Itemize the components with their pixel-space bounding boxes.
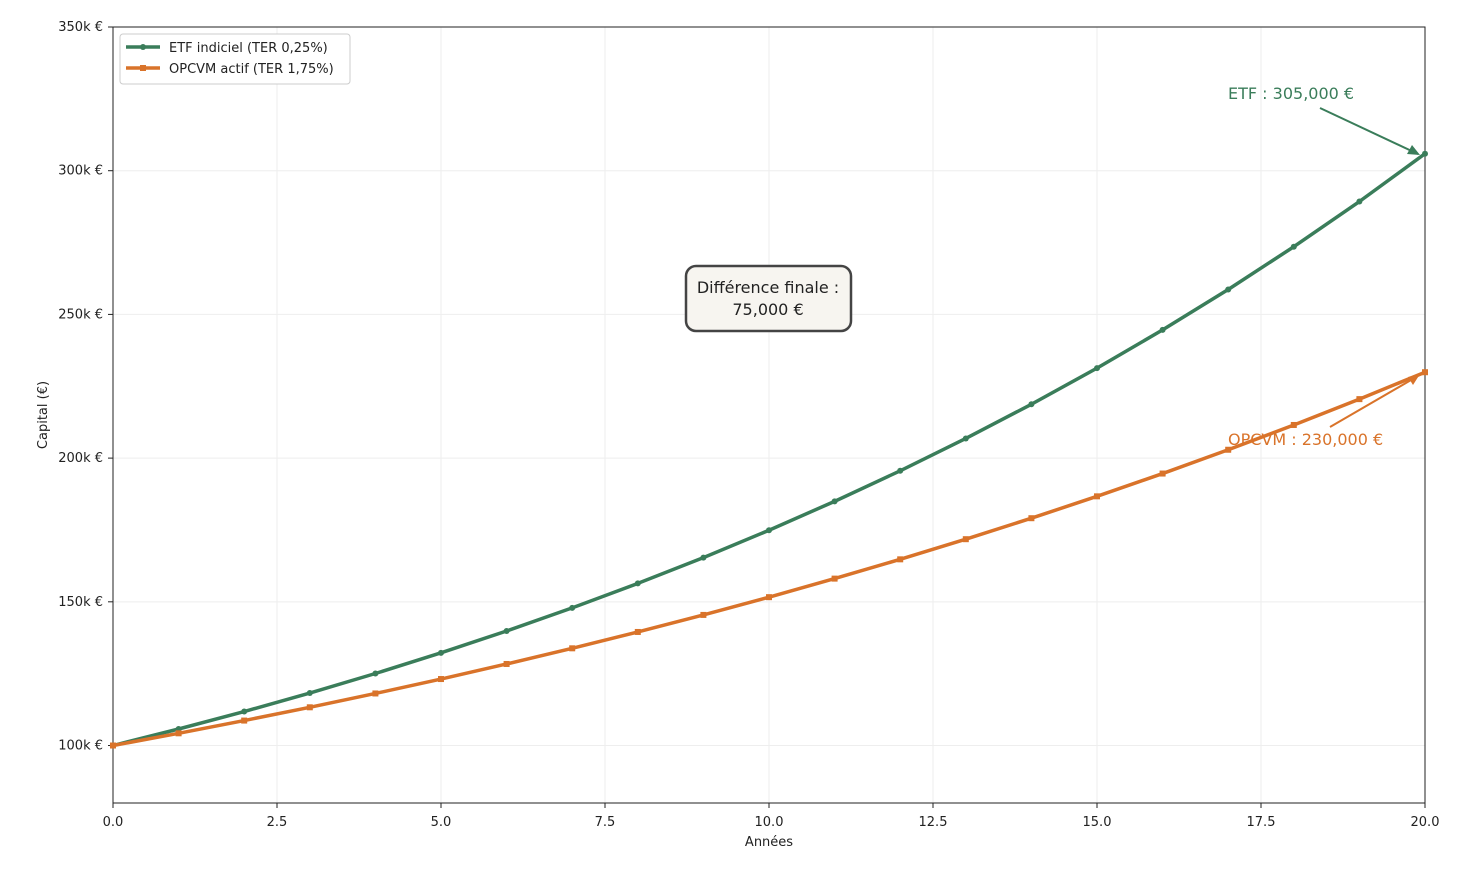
difference-textbox-line1: Différence finale : [697, 278, 839, 297]
axis-ticks: 0.0 2.5 5.0 7.5 10.0 12.5 15.0 17.5 20.0 100k € 15… [58, 20, 1439, 830]
data-point-opcvm [1225, 446, 1232, 453]
data-point-opcvm [503, 660, 510, 667]
data-point-opcvm [110, 742, 116, 749]
data-point-etf [1356, 198, 1363, 205]
x-tick-label: 5.0 [431, 815, 452, 830]
legend-etf-marker [140, 44, 146, 50]
data-point-opcvm [372, 690, 379, 697]
x-tick-label: 12.5 [919, 815, 948, 830]
y-axis-label: Capital (€) [36, 381, 51, 449]
legend-opcvm: OPCVM actif (TER 1,75%) [169, 62, 334, 77]
data-point-opcvm [569, 645, 576, 652]
annotation-opcvm-arrow-line [1329, 375, 1419, 428]
grid [112, 26, 1426, 803]
data-point-etf [503, 627, 510, 634]
data-point-etf [1094, 365, 1100, 372]
data-point-etf [438, 649, 444, 656]
annotation-opcvm-arrowhead [1408, 374, 1420, 385]
legend-etf: ETF indiciel (TER 0,25%) [169, 41, 328, 56]
data-point-etf [569, 604, 576, 611]
y-tick-label: 200k € [58, 451, 103, 466]
data-point-etf [897, 467, 904, 474]
data-point-etf [962, 435, 969, 442]
data-point-opcvm [438, 676, 444, 683]
data-point-etf [241, 708, 248, 715]
x-tick-label: 20.0 [1411, 815, 1440, 830]
x-tick-label: 17.5 [1247, 815, 1276, 830]
x-tick-label: 0.0 [103, 815, 124, 830]
data-point-opcvm [175, 730, 182, 737]
data-point-etf [831, 498, 838, 505]
y-tick-label: 350k € [58, 20, 103, 35]
series-lines [110, 150, 1428, 749]
annotation-opcvm: OPCVM : 230,000 € [1228, 374, 1420, 449]
data-point-etf [1028, 401, 1035, 408]
annotation-etf-arrowhead [1407, 145, 1420, 155]
data-point-etf [372, 670, 379, 677]
data-point-opcvm [962, 536, 969, 543]
data-point-opcvm [241, 717, 248, 724]
data-point-opcvm [1290, 421, 1297, 428]
y-tick-label: 150k € [58, 595, 103, 610]
x-axis-label: Années [745, 835, 793, 850]
y-tick-label: 250k € [58, 307, 103, 322]
legend: ETF indiciel (TER 0,25%) OPCVM actif (TE… [119, 33, 351, 85]
difference-textbox-frame [684, 264, 853, 333]
x-tick-label: 2.5 [267, 815, 288, 830]
data-point-etf [766, 527, 772, 534]
x-tick-label: 7.5 [595, 815, 616, 830]
annotation-etf-arrow-line [1319, 107, 1419, 155]
data-point-opcvm [1356, 396, 1363, 403]
annotation-etf: ETF : 305,000 € [1228, 84, 1420, 155]
y-tick-label: 100k € [58, 739, 103, 754]
data-point-opcvm [1422, 369, 1428, 376]
data-point-opcvm [700, 611, 707, 618]
data-point-etf [306, 690, 313, 697]
y-tick-label: 300k € [58, 164, 103, 179]
legend-frame [119, 33, 351, 85]
annotation-etf-label: ETF : 305,000 € [1228, 84, 1354, 103]
data-point-opcvm [1094, 493, 1100, 500]
data-point-etf [1225, 286, 1232, 293]
data-point-opcvm [634, 628, 641, 635]
data-point-etf [1290, 243, 1297, 250]
legend-opcvm-marker [140, 65, 146, 71]
data-point-etf [1422, 150, 1428, 157]
x-tick-label: 15.0 [1083, 815, 1112, 830]
data-point-opcvm [831, 575, 838, 582]
data-point-opcvm [1028, 515, 1035, 522]
x-tick-label: 10.0 [755, 815, 784, 830]
difference-textbox-line2: 75,000 € [732, 300, 803, 319]
data-point-opcvm [306, 704, 313, 711]
annotation-opcvm-label: OPCVM : 230,000 € [1228, 430, 1383, 449]
data-point-etf [1159, 326, 1166, 333]
difference-textbox: Différence finale : 75,000 € [684, 264, 853, 333]
data-point-opcvm [897, 556, 904, 563]
data-point-etf [700, 554, 707, 561]
data-point-etf [634, 580, 641, 587]
data-point-opcvm [1159, 470, 1166, 477]
data-point-opcvm [766, 594, 772, 601]
